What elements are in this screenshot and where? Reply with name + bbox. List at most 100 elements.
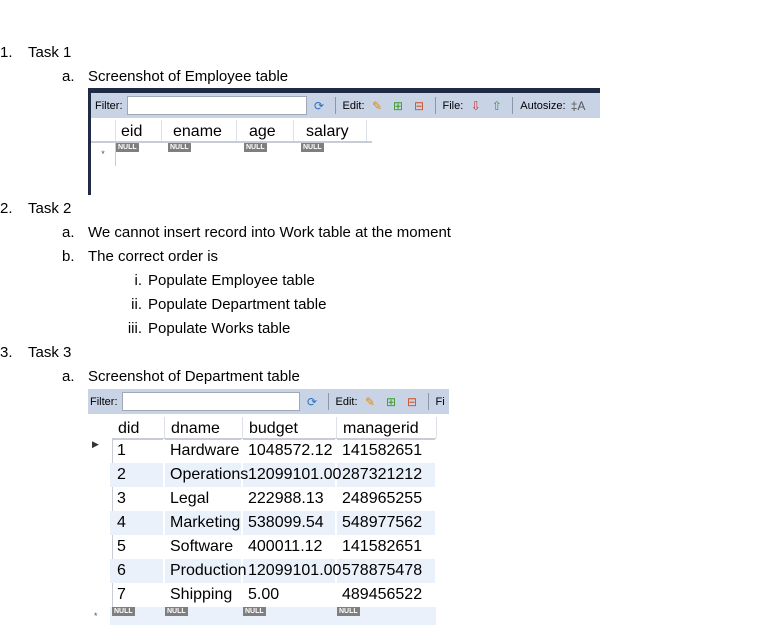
current-row-marker: ▶ — [92, 439, 99, 449]
table-cell[interactable]: Shipping — [165, 583, 243, 607]
list-num: a. — [62, 368, 75, 385]
task3-a-text: Screenshot of Department table — [88, 368, 300, 385]
file-label: File: — [442, 99, 464, 112]
department-screenshot: Filter: ⟳ Edit: ✎ ⊞ ⊟ Fi did dname budge… — [88, 389, 449, 625]
task1-a-text: Screenshot of Employee table — [88, 68, 289, 85]
table-row[interactable]: 6 Production 12099101.00 578875478 — [110, 559, 437, 583]
column-header[interactable]: did — [112, 417, 165, 438]
table-cell[interactable]: 12099101.00 — [243, 559, 341, 583]
filter-label: Filter: — [95, 99, 123, 112]
toolbar: Filter: ⟳ Edit: ✎ ⊞ ⊟ File: ⇩ ⇧ Autosize… — [91, 93, 600, 118]
list-num: a. — [62, 68, 75, 85]
new-row-marker: * — [91, 143, 116, 166]
table-row[interactable]: 5 Software 400011.12 141582651 — [110, 535, 437, 559]
null-cell[interactable]: NULL — [165, 607, 188, 616]
table-cell[interactable]: Marketing — [165, 511, 243, 535]
list-num: iii. — [127, 320, 142, 337]
table-cell[interactable]: Hardware — [165, 439, 243, 463]
table-cell[interactable]: 538099.54 — [243, 511, 337, 535]
grid-header: did dname budget managerid — [112, 417, 437, 440]
list-num: ii. — [131, 296, 142, 313]
table-cell[interactable]: 6 — [112, 559, 165, 583]
table-cell[interactable]: 141582651 — [337, 535, 437, 559]
table-cell[interactable]: 578875478 — [337, 559, 437, 583]
step-text: Populate Works table — [148, 320, 291, 337]
null-cell[interactable]: NULL — [337, 607, 360, 616]
table-cell[interactable]: Software — [165, 535, 243, 559]
employee-screenshot: Filter: ⟳ Edit: ✎ ⊞ ⊟ File: ⇩ ⇧ Autosize… — [88, 88, 600, 195]
table-cell[interactable]: Production — [165, 559, 247, 583]
table-cell[interactable]: 7 — [112, 583, 165, 607]
export-icon[interactable]: ⇩ — [470, 98, 481, 113]
table-cell[interactable]: 1 — [112, 439, 165, 463]
null-cell[interactable]: NULL — [112, 607, 135, 616]
task3-heading: Task 3 — [28, 344, 72, 361]
list-num: 3. — [0, 344, 13, 361]
column-header[interactable]: eid — [115, 120, 162, 141]
add-row-icon[interactable]: ⊞ — [392, 98, 404, 113]
table-cell[interactable]: 141582651 — [337, 439, 437, 463]
table-row[interactable]: 7 Shipping 5.00 489456522 — [110, 583, 437, 607]
column-header[interactable]: salary — [300, 120, 367, 141]
list-num: b. — [62, 248, 75, 265]
null-cell[interactable]: NULL — [244, 143, 267, 152]
list-num: i. — [134, 272, 143, 289]
new-row[interactable] — [110, 607, 436, 625]
delete-row-icon[interactable]: ⊟ — [406, 394, 418, 409]
table-cell[interactable]: 1048572.12 — [243, 439, 337, 463]
null-cell[interactable]: NULL — [116, 143, 139, 152]
autosize-icon[interactable]: ‡A — [570, 98, 586, 113]
refresh-icon[interactable]: ⟳ — [306, 394, 318, 409]
task2-heading: Task 2 — [28, 200, 72, 217]
column-header[interactable]: managerid — [337, 417, 437, 438]
delete-row-icon[interactable]: ⊟ — [413, 98, 425, 113]
table-row[interactable]: 3 Legal 222988.13 248965255 — [110, 487, 437, 511]
add-row-icon[interactable]: ⊞ — [385, 394, 397, 409]
table-cell[interactable]: 5 — [112, 535, 165, 559]
filter-input[interactable] — [121, 392, 300, 411]
filter-label: Filter: — [90, 395, 118, 408]
table-cell[interactable]: 4 — [112, 511, 165, 535]
column-header[interactable]: ename — [167, 120, 237, 141]
table-row[interactable]: 4 Marketing 538099.54 548977562 — [110, 511, 437, 535]
autosize-label: Autosize: — [520, 99, 566, 112]
table-row[interactable]: 2 Operations 12099101.00 287321212 — [110, 463, 437, 487]
table-cell[interactable]: Legal — [165, 487, 243, 511]
edit-label: Edit: — [335, 395, 358, 408]
task1-heading: Task 1 — [28, 44, 72, 61]
refresh-icon[interactable]: ⟳ — [313, 98, 325, 113]
task2-a-text: We cannot insert record into Work table … — [88, 224, 451, 241]
table-cell[interactable]: 3 — [112, 487, 165, 511]
table-cell[interactable]: 400011.12 — [243, 535, 337, 559]
edit-label: Edit: — [342, 99, 365, 112]
table-cell[interactable]: Operations — [165, 463, 248, 487]
list-num: 2. — [0, 200, 13, 217]
table-cell[interactable]: 12099101.00 — [243, 463, 341, 487]
edit-pencil-icon[interactable]: ✎ — [371, 98, 383, 113]
column-header[interactable]: budget — [243, 417, 337, 438]
table-cell[interactable]: 2 — [112, 463, 165, 487]
step-text: Populate Department table — [148, 296, 327, 313]
table-cell[interactable]: 287321212 — [337, 463, 437, 487]
new-row-marker: * — [94, 611, 98, 621]
table-cell[interactable]: 489456522 — [337, 583, 437, 607]
null-cell[interactable]: NULL — [168, 143, 191, 152]
edit-pencil-icon[interactable]: ✎ — [364, 394, 376, 409]
table-row[interactable]: 1 Hardware 1048572.12 141582651 — [110, 439, 437, 463]
column-header[interactable]: age — [243, 120, 294, 141]
table-cell[interactable]: 248965255 — [337, 487, 437, 511]
step-text: Populate Employee table — [148, 272, 315, 289]
null-cell[interactable]: NULL — [243, 607, 266, 616]
list-num: 1. — [0, 44, 13, 61]
grid-header: eid ename age salary — [91, 120, 372, 143]
filter-input[interactable] — [126, 96, 307, 115]
task2-b-text: The correct order is — [88, 248, 219, 265]
table-cell[interactable]: 5.00 — [243, 583, 337, 607]
table-cell[interactable]: 548977562 — [337, 511, 437, 535]
null-cell[interactable]: NULL — [301, 143, 324, 152]
list-num: a. — [62, 224, 75, 241]
import-icon[interactable]: ⇧ — [491, 98, 502, 113]
table-cell[interactable]: 222988.13 — [243, 487, 337, 511]
file-label-cut: Fi — [435, 395, 445, 408]
column-header[interactable]: dname — [165, 417, 243, 438]
